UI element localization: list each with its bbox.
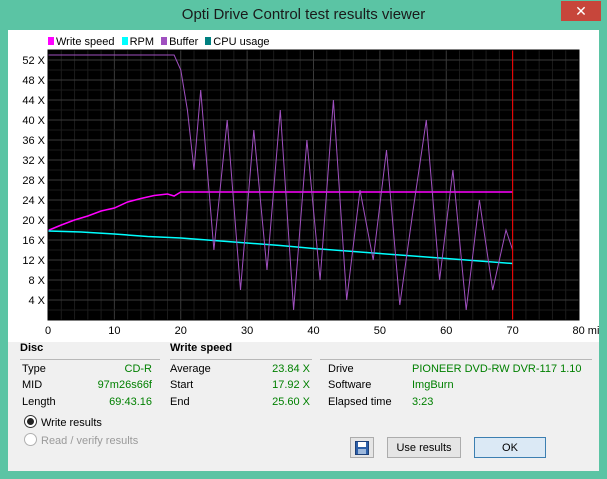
y-tick-label: 16 X <box>22 235 45 247</box>
legend-buffer: Buffer <box>161 36 198 48</box>
y-tick-label: 32 X <box>22 155 45 167</box>
y-tick-label: 40 X <box>22 115 45 127</box>
drive-value: PIONEER DVD-RW DVR-117 1.10 <box>412 363 582 375</box>
write-speed-start-label: Start <box>170 379 194 391</box>
y-tick-label: 4 X <box>28 295 45 307</box>
y-tick-label: 48 X <box>22 75 45 87</box>
client-area: Write speed RPM Buffer CPU usage 4 X 8 X 1… <box>8 30 599 471</box>
software-label: Software <box>328 379 372 391</box>
window-title: Opti Drive Control test results viewer <box>181 6 426 23</box>
read-verify-results-radio[interactable]: Read / verify results <box>24 433 138 447</box>
x-tick-label: 50 <box>374 325 386 337</box>
legend-swatch-rpm <box>121 37 128 45</box>
bottom-bar: Write results Read / verify results Use … <box>8 412 599 468</box>
y-tick-label: 8 X <box>28 275 45 287</box>
legend-swatch-cpu-usage <box>205 37 212 45</box>
plot-border <box>47 49 580 321</box>
disc-type-value: CD-R <box>124 363 153 375</box>
y-tick-label: 12 X <box>22 255 45 267</box>
legend-swatch-buffer <box>161 37 168 45</box>
x-tick-label: 60 <box>440 325 452 337</box>
y-tick-label: 28 X <box>22 175 45 187</box>
write-speed-average-value: 23.84 X <box>272 363 310 375</box>
disc-section-title: Disc <box>20 342 44 354</box>
disc-mid-label: MID <box>22 379 43 391</box>
write-speed-end-label: End <box>170 396 190 408</box>
drive-label: Drive <box>328 363 354 375</box>
legend-cpu-usage: CPU usage <box>205 36 270 48</box>
series-write-speed <box>47 191 513 232</box>
write-speed-end-value: 25.60 X <box>272 396 310 408</box>
software-value: ImgBurn <box>412 379 454 391</box>
legend-swatch-write-speed <box>48 37 54 45</box>
speed-chart: 4 X 8 X 12 X 16 X 20 X 24 X 28 X 32 X 36 X 40 X 44… <box>22 49 599 337</box>
disc-length-value: 69:43.16 <box>109 396 152 408</box>
x-tick-label: 70 <box>507 325 519 337</box>
use-results-button[interactable]: Use results <box>387 437 461 458</box>
radio-empty-icon <box>24 433 37 446</box>
ok-button[interactable]: OK <box>474 437 546 458</box>
drive-divider <box>320 359 592 360</box>
disc-mid-value: 97m26s66f <box>97 379 152 391</box>
x-tick-label: 20 <box>175 325 187 337</box>
elapsed-time-value: 3:23 <box>412 396 434 408</box>
x-tick-label: 40 <box>307 325 319 337</box>
x-tick-label: 0 <box>45 325 51 337</box>
write-speed-average-label: Average <box>170 363 211 375</box>
x-tick-label: 30 <box>241 325 253 337</box>
y-tick-label: 52 X <box>22 55 45 67</box>
write-speed-divider <box>170 359 312 360</box>
legend-write-speed: Write speed <box>48 36 115 48</box>
series-buffer <box>48 54 514 311</box>
disc-type-label: Type <box>22 363 46 375</box>
floppy-disk-icon <box>355 441 369 455</box>
x-tick-label: 80 min <box>572 325 599 337</box>
y-tick-label: 24 X <box>22 195 45 207</box>
save-button[interactable] <box>350 437 374 458</box>
title-bar: Opti Drive Control test results viewer ✕ <box>0 0 607 30</box>
radio-selected-icon <box>24 415 37 428</box>
write-results-radio[interactable]: Write results <box>24 415 102 429</box>
chart-panel: Write speed RPM Buffer CPU usage 4 X 8 X 1… <box>8 30 599 342</box>
y-tick-label: 20 X <box>22 215 45 227</box>
series-rpm <box>47 230 513 265</box>
write-speed-section-title: Write speed <box>170 342 233 354</box>
y-tick-label: 44 X <box>22 95 45 107</box>
y-tick-label: 36 X <box>22 135 45 147</box>
close-button[interactable]: ✕ <box>561 1 601 21</box>
x-tick-label: 10 <box>108 325 120 337</box>
chart-legend: Write speed RPM Buffer CPU usage <box>48 36 274 48</box>
disc-length-label: Length <box>22 396 56 408</box>
write-speed-start-value: 17.92 X <box>272 379 310 391</box>
disc-divider <box>20 359 160 360</box>
legend-rpm: RPM <box>121 36 154 48</box>
elapsed-time-label: Elapsed time <box>328 396 392 408</box>
